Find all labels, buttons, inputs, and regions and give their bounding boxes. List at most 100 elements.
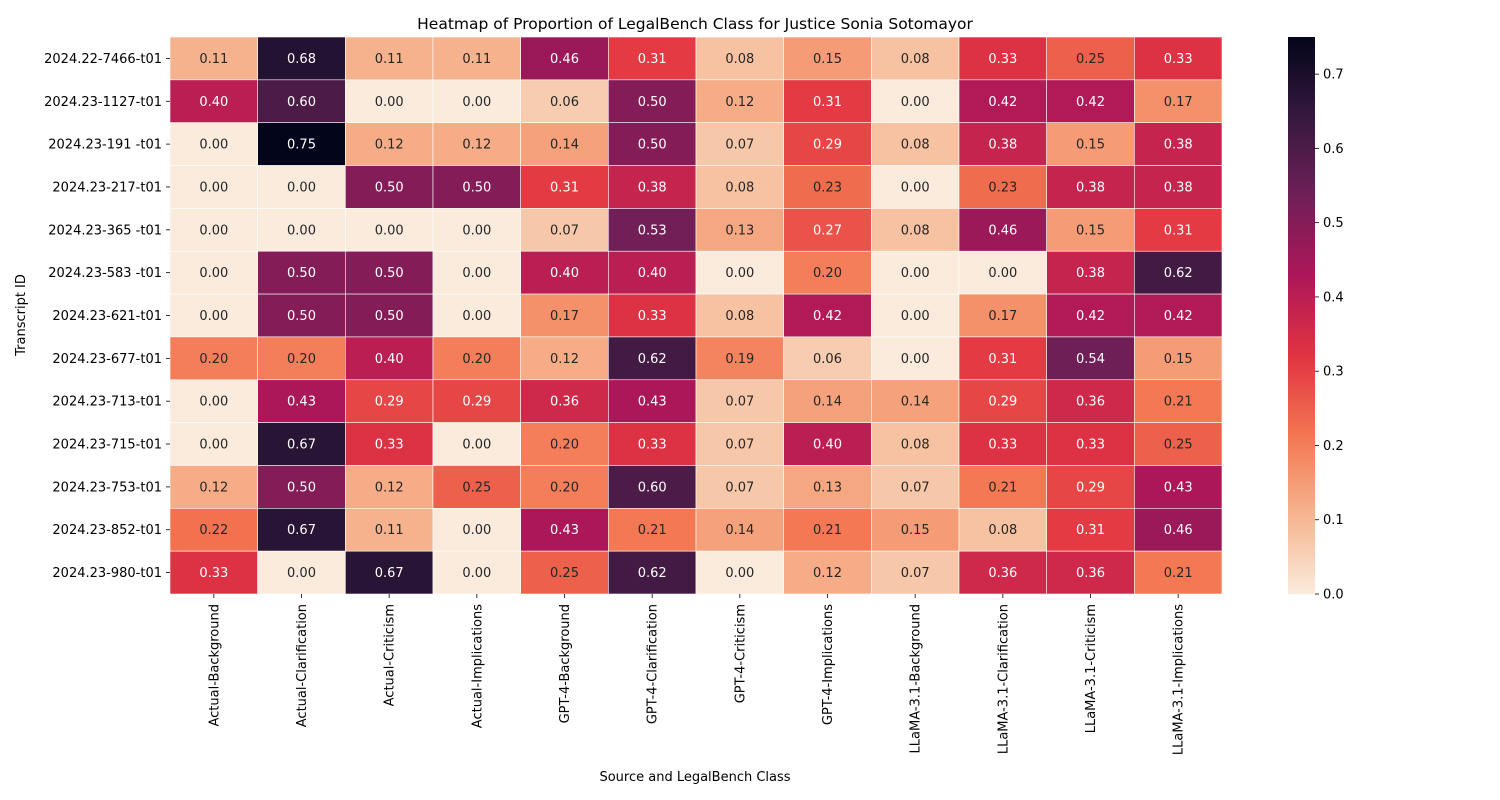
cell-value-label: 0.14: [901, 395, 930, 410]
heatmap-cell: [345, 36, 434, 81]
colorbar-tick-label: 0.6: [1323, 142, 1344, 157]
cell-value-label: 0.08: [901, 138, 930, 153]
x-tick-label: GPT-4-Background: [558, 604, 573, 723]
heatmap-cell: [695, 293, 784, 338]
heatmap-cell: [958, 79, 1047, 123]
heatmap-cell: [520, 36, 609, 81]
heatmap-cell: [432, 250, 521, 295]
cell-value-label: 0.67: [287, 523, 316, 538]
cell-value-label: 0.11: [375, 523, 404, 538]
cell-value-label: 0.68: [287, 52, 316, 67]
heatmap-cell: [432, 165, 521, 209]
cell-value-label: 0.31: [1164, 223, 1193, 238]
heatmap-cell: [520, 550, 609, 595]
heatmap-cell: [1134, 165, 1223, 209]
cell-value-label: 0.46: [988, 223, 1017, 238]
heatmap-cell: [257, 79, 346, 123]
heatmap-cell: [257, 336, 346, 381]
cell-value-label: 0.00: [199, 180, 228, 195]
heatmap-cell: [783, 336, 872, 381]
heatmap-cell: [871, 379, 960, 423]
heatmap-cell: [608, 550, 697, 595]
y-axis-label: Transcript ID: [14, 274, 29, 357]
cell-value-label: 0.07: [725, 395, 754, 410]
heatmap-cell: [871, 508, 960, 552]
x-tick-label: LLaMA-3.1-Clarification: [996, 604, 1011, 754]
cell-value-label: 0.31: [813, 95, 842, 110]
heatmap-cell: [1046, 379, 1135, 423]
cell-value-label: 0.23: [813, 180, 842, 195]
cell-value-label: 0.31: [638, 52, 667, 67]
cell-value-label: 0.50: [462, 180, 491, 195]
heatmap-cell: [169, 293, 258, 338]
x-tick-label: LLaMA-3.1-Implications: [1172, 604, 1187, 755]
cell-value-label: 0.25: [550, 566, 579, 581]
cell-value-label: 0.29: [813, 138, 842, 153]
heatmap-cell: [169, 79, 258, 123]
heatmap-cell: [345, 165, 434, 209]
cell-value-label: 0.33: [988, 438, 1017, 453]
cell-value-label: 0.20: [287, 352, 316, 367]
heatmap-cell: [783, 379, 872, 423]
cell-value-label: 0.54: [1076, 352, 1105, 367]
heatmap-cell: [169, 250, 258, 295]
cell-value-label: 0.21: [638, 523, 667, 538]
cell-value-label: 0.21: [1164, 395, 1193, 410]
cell-value-label: 0.12: [813, 566, 842, 581]
cell-value-label: 0.33: [375, 438, 404, 453]
x-tick-labels: Actual-Background Actual-Clarification Act…: [207, 594, 1187, 755]
x-tick-label: Actual-Background: [207, 604, 222, 727]
heatmap-cell: [783, 465, 872, 509]
cell-value-label: 0.17: [1164, 95, 1193, 110]
cell-value-label: 0.11: [199, 52, 228, 67]
heatmap-cell: [257, 36, 346, 81]
heatmap-cell: [695, 379, 784, 423]
y-tick-label: 2024.23-365 -t01: [48, 223, 162, 238]
cell-value-label: 0.00: [901, 95, 930, 110]
heatmap-cell: [958, 379, 1047, 423]
cell-value-label: 0.50: [287, 480, 316, 495]
heatmap-cell: [257, 208, 346, 252]
cell-value-label: 0.15: [901, 523, 930, 538]
cell-value-label: 0.62: [1164, 266, 1193, 281]
heatmap-cell: [345, 508, 434, 552]
heatmap-cell: [608, 465, 697, 509]
cell-value-label: 0.38: [1076, 266, 1105, 281]
heatmap-cell: [1134, 36, 1223, 81]
cell-value-label: 0.19: [725, 352, 754, 367]
heatmap-cell: [345, 208, 434, 252]
cell-value-label: 0.00: [199, 395, 228, 410]
y-tick-label: 2024.23-677-t01: [52, 352, 162, 367]
cell-value-label: 0.08: [725, 180, 754, 195]
x-tick-label: Actual-Clarification: [295, 604, 310, 727]
cell-value-label: 0.00: [462, 523, 491, 538]
heatmap-cell: [257, 465, 346, 509]
cell-value-label: 0.00: [901, 352, 930, 367]
cell-value-label: 0.33: [638, 438, 667, 453]
cell-value-label: 0.07: [725, 480, 754, 495]
y-tick-label: 2024.22-7466-t01: [44, 52, 162, 67]
cell-value-label: 0.00: [199, 438, 228, 453]
heatmap-cell: [169, 208, 258, 252]
cell-value-label: 0.08: [901, 438, 930, 453]
heatmap-cell-labels: 0.11 0.68 0.11 0.11 0.46 0.31 0.08 0.15 0.08 0.33…: [199, 52, 1192, 581]
heatmap-cell: [345, 293, 434, 338]
cell-value-label: 0.13: [725, 223, 754, 238]
heatmap-cell: [1134, 293, 1223, 338]
heatmap-cell: [345, 79, 434, 123]
cell-value-label: 0.00: [199, 266, 228, 281]
cell-value-label: 0.38: [638, 180, 667, 195]
heatmap-cell: [257, 379, 346, 423]
heatmap-cell: [695, 122, 784, 166]
cell-value-label: 0.42: [813, 309, 842, 324]
heatmap-cell: [1046, 550, 1135, 595]
cell-value-label: 0.15: [1076, 223, 1105, 238]
heatmap-cell: [1134, 250, 1223, 295]
cell-value-label: 0.50: [287, 309, 316, 324]
cell-value-label: 0.62: [638, 352, 667, 367]
y-tick-label: 2024.23-583 -t01: [48, 266, 162, 281]
heatmap-cell: [432, 122, 521, 166]
cell-value-label: 0.29: [988, 395, 1017, 410]
cell-value-label: 0.42: [1076, 309, 1105, 324]
heatmap-cell: [345, 422, 434, 466]
